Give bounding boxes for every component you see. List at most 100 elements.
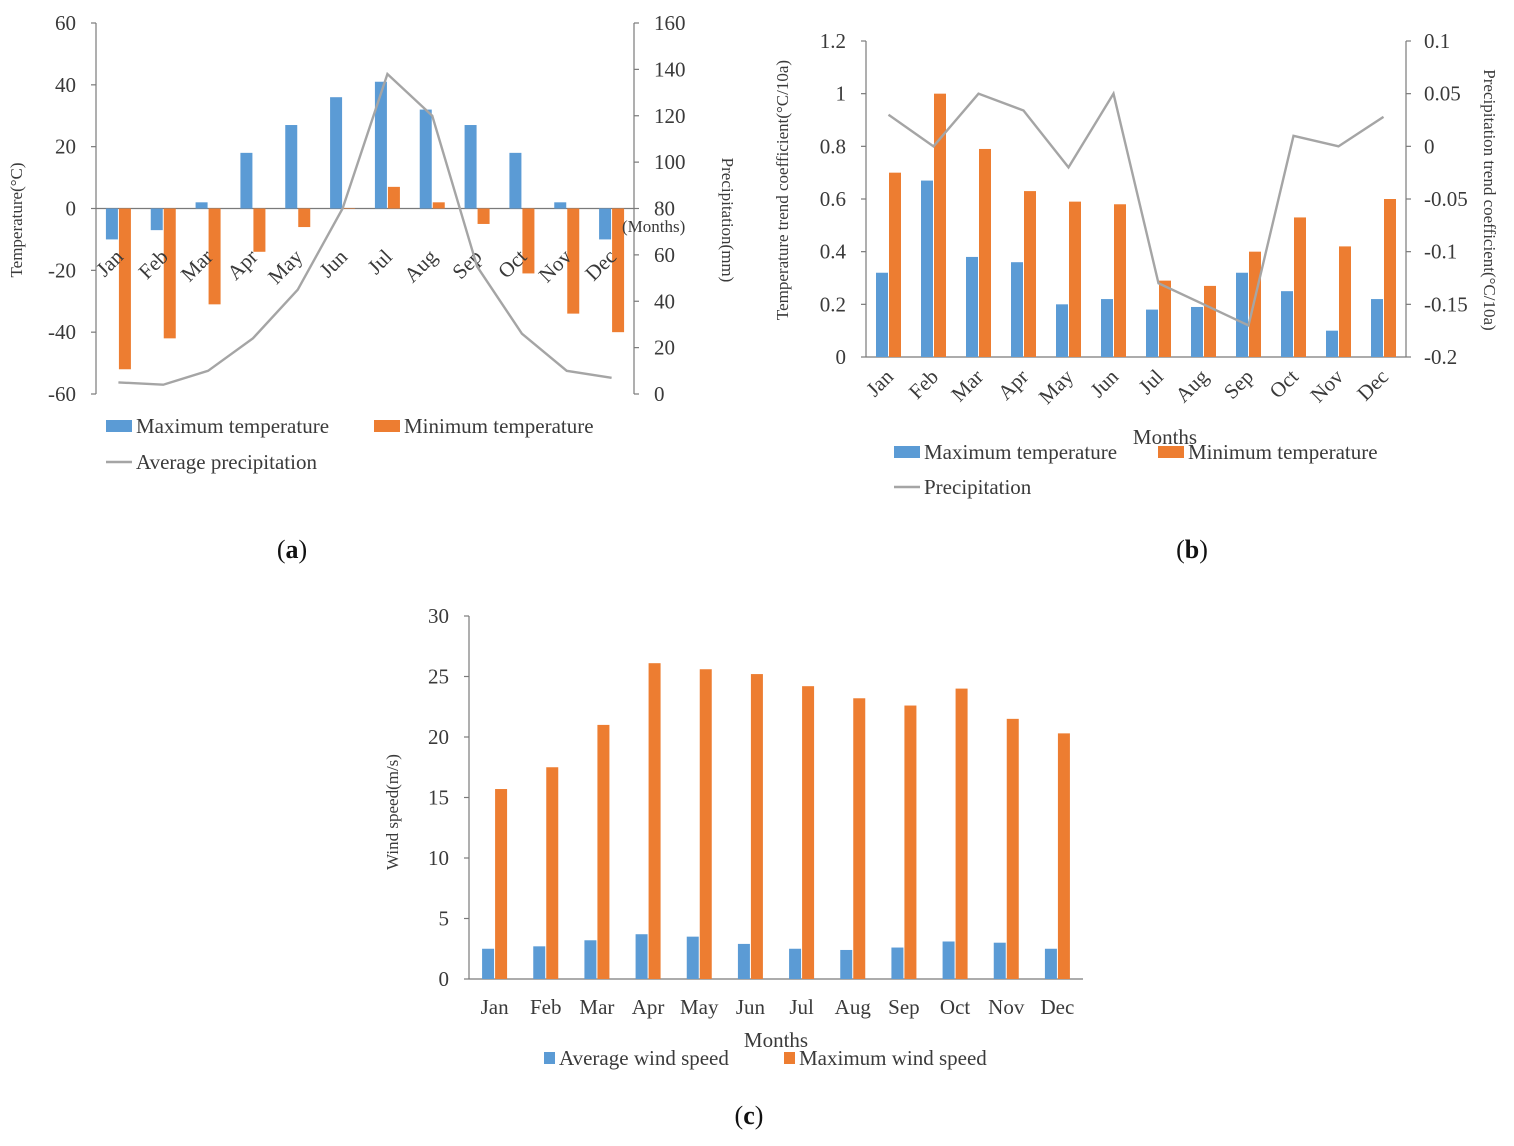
bar-minimum-temperature-apr — [1024, 191, 1036, 357]
x-tick-label: Nov — [988, 995, 1025, 1019]
y2-axis-title: Precipitation(mm) — [718, 158, 737, 283]
bar-maximum-wind-speed-may — [699, 669, 712, 979]
legend-label: Precipitation — [924, 475, 1032, 499]
bar-maximum-wind-speed-oct — [955, 688, 968, 979]
bar-average-wind-speed-oct — [942, 941, 955, 979]
y-tick-label: 25 — [428, 665, 449, 689]
line-precipitation — [887, 90, 1385, 328]
bar-maximum-temperature-may — [285, 125, 298, 209]
legend-swatch — [374, 420, 400, 432]
bar-minimum-temperature-sep — [1249, 251, 1261, 357]
x-tick-label: Mar — [946, 365, 988, 407]
bar-minimum-temperature-oct — [522, 208, 535, 274]
y2-tick-label: 60 — [654, 243, 675, 267]
bar-minimum-temperature-apr — [253, 208, 266, 252]
bar-minimum-temperature-mar — [979, 148, 991, 357]
bar-average-wind-speed-jan — [482, 948, 495, 979]
x-tick-label: Oct — [940, 995, 970, 1019]
y2-tick-label: 120 — [654, 104, 686, 128]
bar-maximum-temperature-jul — [374, 81, 387, 209]
x-tick-label: Dec — [1352, 365, 1393, 406]
y-tick-label: 0.6 — [820, 187, 846, 211]
y-tick-label: 0.8 — [820, 134, 846, 158]
y2-tick-label: -0.05 — [1424, 187, 1468, 211]
y-tick-label: 0 — [836, 345, 847, 369]
bar-maximum-temperature-oct — [509, 152, 522, 209]
legend-item: Minimum temperature — [1158, 440, 1378, 464]
legend-item: Maximum wind speed — [784, 1046, 987, 1070]
y-tick-label: 30 — [428, 604, 449, 628]
bar-minimum-temperature-may — [298, 208, 311, 228]
bar-maximum-wind-speed-feb — [546, 767, 559, 979]
panel-caption: (c) — [735, 1101, 764, 1130]
bar-average-wind-speed-may — [686, 936, 699, 979]
y2-tick-label: -0.15 — [1424, 292, 1468, 316]
bar-maximum-wind-speed-nov — [1006, 718, 1019, 979]
legend-label: Average precipitation — [136, 450, 317, 474]
x-tick-label: Jun — [736, 995, 766, 1019]
bar-maximum-temperature-may — [1056, 304, 1068, 357]
panel-caption: (a) — [277, 535, 307, 564]
bar-maximum-temperature-jul — [1146, 309, 1158, 357]
y-tick-label: 1 — [836, 82, 847, 106]
bar-maximum-temperature-feb — [921, 180, 933, 357]
y2-tick-label: 0 — [1424, 134, 1435, 158]
bar-maximum-wind-speed-jul — [802, 686, 815, 979]
bar-maximum-temperature-nov — [1326, 330, 1338, 357]
bar-maximum-temperature-dec — [599, 208, 612, 240]
x-tick-label: Jul — [789, 995, 814, 1019]
y-tick-label: 0 — [66, 197, 77, 221]
x-tick-label: Sep — [1219, 365, 1258, 404]
x-axis-title: (Months) — [622, 217, 685, 236]
legend-label: Maximum temperature — [924, 440, 1117, 464]
bar-maximum-wind-speed-jan — [495, 789, 508, 979]
x-tick-label: Mar — [579, 995, 614, 1019]
bar-minimum-temperature-feb — [934, 93, 946, 358]
bar-average-wind-speed-feb — [533, 946, 546, 979]
bar-maximum-wind-speed-apr — [648, 663, 661, 979]
bar-average-wind-speed-jul — [789, 948, 802, 979]
y-tick-label: 1.2 — [820, 29, 846, 53]
bar-maximum-wind-speed-dec — [1057, 733, 1070, 979]
legend-item: Minimum temperature — [374, 414, 594, 438]
bar-maximum-temperature-jan — [105, 208, 118, 240]
y-tick-label: 0 — [439, 967, 450, 991]
y2-tick-label: 20 — [654, 336, 675, 360]
bar-minimum-temperature-jul — [1159, 280, 1171, 357]
y-tick-label: 5 — [439, 907, 450, 931]
legend-swatch — [894, 446, 920, 458]
x-tick-label: Jan — [481, 995, 509, 1019]
bar-average-wind-speed-sep — [891, 947, 904, 979]
legend-label: Maximum wind speed — [799, 1046, 987, 1070]
bar-minimum-temperature-oct — [1294, 217, 1306, 357]
y-axis-title: Temperature(°C) — [7, 162, 26, 277]
legend-label: Minimum temperature — [1188, 440, 1378, 464]
bar-maximum-wind-speed-mar — [597, 724, 610, 979]
bar-maximum-wind-speed-aug — [853, 698, 866, 979]
bar-minimum-temperature-mar — [208, 208, 221, 305]
legend-item: Precipitation — [894, 475, 1032, 499]
x-tick-label: Sep — [447, 245, 486, 284]
y2-tick-label: 40 — [654, 289, 675, 313]
x-tick-label: May — [1034, 364, 1079, 409]
bar-minimum-temperature-nov — [1339, 246, 1351, 357]
x-tick-label: Feb — [904, 365, 943, 404]
bar-maximum-temperature-nov — [554, 202, 567, 209]
bar-maximum-temperature-sep — [464, 125, 477, 209]
legend-swatch — [544, 1052, 555, 1064]
bar-average-wind-speed-aug — [840, 949, 853, 979]
bar-average-wind-speed-dec — [1044, 948, 1057, 979]
y2-tick-label: -0.2 — [1424, 345, 1457, 369]
chart-a: -60-40-200204060020406080100120140160Jan… — [7, 11, 737, 564]
bar-maximum-temperature-feb — [150, 208, 163, 231]
legend-item: Maximum temperature — [106, 414, 329, 438]
bar-minimum-temperature-feb — [163, 208, 176, 339]
y-tick-label: 20 — [428, 725, 449, 749]
x-tick-label: Aug — [1170, 364, 1213, 407]
bar-maximum-temperature-apr — [240, 152, 253, 209]
y-tick-label: 0.4 — [820, 240, 847, 264]
x-tick-label: Nov — [1305, 364, 1348, 407]
y-tick-label: -20 — [48, 258, 76, 282]
bar-minimum-temperature-jan — [889, 172, 901, 357]
